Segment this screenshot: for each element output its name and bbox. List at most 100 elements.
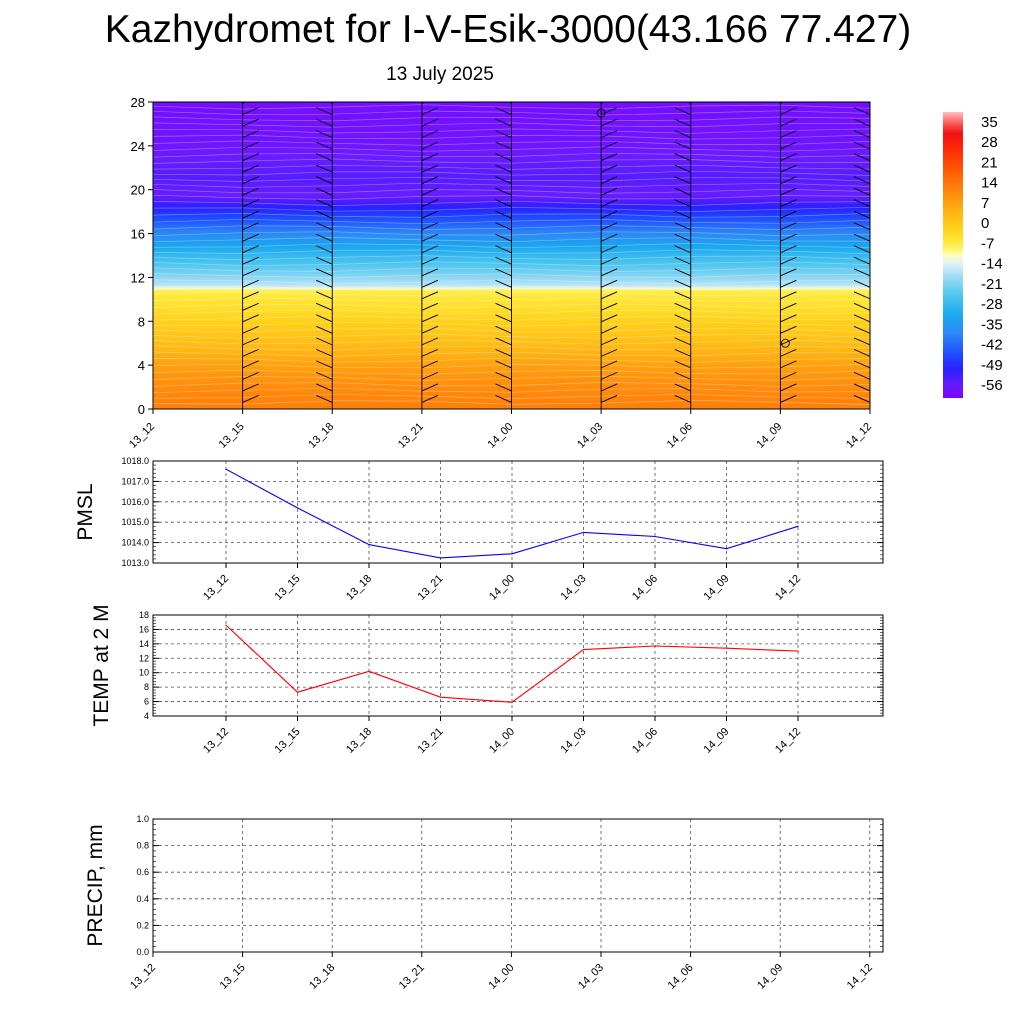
- wind-barb-flag: [853, 210, 870, 219]
- wind-barb-flag: [600, 187, 618, 196]
- wind-barb-flag: [853, 325, 870, 334]
- wind-barb-flag: [242, 210, 259, 219]
- wind-barb-flag: [853, 395, 870, 403]
- wind-barb-flag: [316, 337, 333, 346]
- temp2m-data-point: [368, 670, 370, 672]
- wind-barb-flag: [674, 153, 691, 162]
- temp2m-x-tick-label: 13_21: [416, 726, 446, 756]
- wind-barb-flag: [674, 302, 691, 311]
- precip-y-tick-label: 0.6: [136, 867, 149, 877]
- calm-wind-marker: [780, 338, 790, 348]
- wind-barb-flag: [242, 176, 259, 185]
- wind-barb-flag: [495, 233, 512, 242]
- wind-barb-flag: [674, 371, 691, 380]
- wind-barb-flag: [421, 153, 439, 162]
- wind-barb-flag: [421, 325, 439, 334]
- temp2m-y-tick-label: 10: [139, 668, 149, 678]
- wind-barb-flag: [316, 279, 333, 288]
- wind-barb-flag: [316, 348, 333, 357]
- wind-barb-flag: [853, 314, 870, 323]
- wind-barb-flag: [674, 164, 691, 173]
- wind-barb-flag: [780, 233, 797, 242]
- wind-barb-flag: [316, 291, 333, 300]
- colorbar-label: 14: [981, 175, 998, 192]
- colorbar-label: -28: [981, 296, 1003, 313]
- wind-barb-flag: [853, 141, 870, 150]
- wind-barb-flag: [421, 256, 439, 265]
- pmsl-y-tick-label: 1014.0: [121, 538, 149, 548]
- wind-barb-flag: [316, 118, 333, 127]
- wind-barb-flag: [853, 107, 870, 116]
- wind-barb-flag: [674, 268, 691, 277]
- wind-barb-flag: [421, 187, 439, 196]
- wind-barb-flag: [495, 164, 512, 173]
- colorbar-label: 0: [981, 215, 989, 232]
- temp2m-x-tick-label: 14_03: [559, 726, 589, 756]
- wind-barb-flag: [674, 348, 691, 357]
- wind-barb-flag: [421, 222, 439, 231]
- pmsl-data-point: [368, 544, 370, 546]
- wind-barb-flag: [674, 314, 691, 323]
- y-tick-label: 16: [131, 227, 145, 242]
- wind-barb-flag: [674, 210, 691, 219]
- wind-barb-flag: [153, 206, 154, 207]
- wind-barb-flag: [495, 395, 512, 403]
- wind-barb-flag: [674, 395, 691, 403]
- wind-barb-flag: [674, 279, 691, 288]
- temp2m-x-tick-label: 14_09: [702, 726, 732, 756]
- wind-barb-flag: [780, 164, 797, 173]
- wind-barb-flag: [242, 383, 259, 392]
- wind-barb-flag: [600, 268, 618, 277]
- wind-barb-flag: [600, 337, 618, 346]
- wind-barb-flag: [421, 383, 439, 392]
- y-tick-label: 24: [131, 139, 145, 154]
- wind-barb-flag: [780, 256, 797, 265]
- wind-barb-flag: [316, 245, 333, 254]
- wind-barb-flag: [495, 118, 512, 127]
- temp2m-data-point: [296, 691, 299, 693]
- wind-barb-flag: [421, 164, 439, 173]
- wind-barb-flag: [242, 337, 259, 346]
- wind-barb-flag: [780, 107, 797, 116]
- wind-barb-flag: [853, 118, 870, 127]
- temp2m-y-tick-label: 12: [139, 653, 149, 663]
- wind-barb-flag: [421, 302, 439, 311]
- wind-barb-flag: [421, 118, 439, 127]
- wind-barb-flag: [780, 383, 797, 392]
- wind-barb-flag: [316, 210, 333, 219]
- wind-barb-flag: [495, 256, 512, 265]
- wind-barb-flag: [421, 199, 439, 208]
- wind-barb-flag: [242, 302, 259, 311]
- wind-barb-flag: [316, 176, 333, 185]
- wind-barb-flag: [780, 130, 797, 139]
- wind-barb-flag: [780, 360, 797, 369]
- wind-barb-flag: [242, 291, 259, 300]
- wind-barb-flag: [153, 309, 154, 311]
- wind-barb-flag: [316, 395, 333, 403]
- temp2m-x-tick-label: 14_12: [773, 726, 803, 756]
- wind-barb-flag: [242, 360, 259, 369]
- pmsl-x-tick-label: 13_15: [273, 573, 303, 603]
- pmsl-y-tick-label: 1016.0: [121, 497, 149, 507]
- wind-barb-flag: [421, 291, 439, 300]
- wind-barb-flag: [600, 371, 618, 380]
- wind-barb-flag: [780, 314, 797, 323]
- pmsl-y-tick-label: 1017.0: [121, 476, 149, 486]
- wind-barb-flag: [600, 325, 618, 334]
- precip-x-tick-label: 13_21: [397, 962, 427, 992]
- wind-barb-flag: [600, 348, 618, 357]
- wind-barb-flag: [316, 222, 333, 231]
- colorbar-label: -21: [981, 276, 1003, 293]
- wind-barb-flag: [316, 141, 333, 150]
- precip-x-tick-label: 14_03: [576, 962, 606, 992]
- temp2m-data-point: [511, 701, 513, 703]
- pmsl-data-point: [225, 468, 227, 470]
- wind-barb-flag: [853, 337, 870, 346]
- temp2m-y-axis-label: TEMP at 2 M: [90, 604, 113, 726]
- wind-barb-flag: [600, 245, 618, 254]
- wind-barb-flag: [853, 199, 870, 208]
- wind-barb-flag: [242, 371, 259, 380]
- wind-barb-flag: [600, 176, 618, 185]
- pmsl-y-tick-label: 1013.0: [121, 558, 149, 568]
